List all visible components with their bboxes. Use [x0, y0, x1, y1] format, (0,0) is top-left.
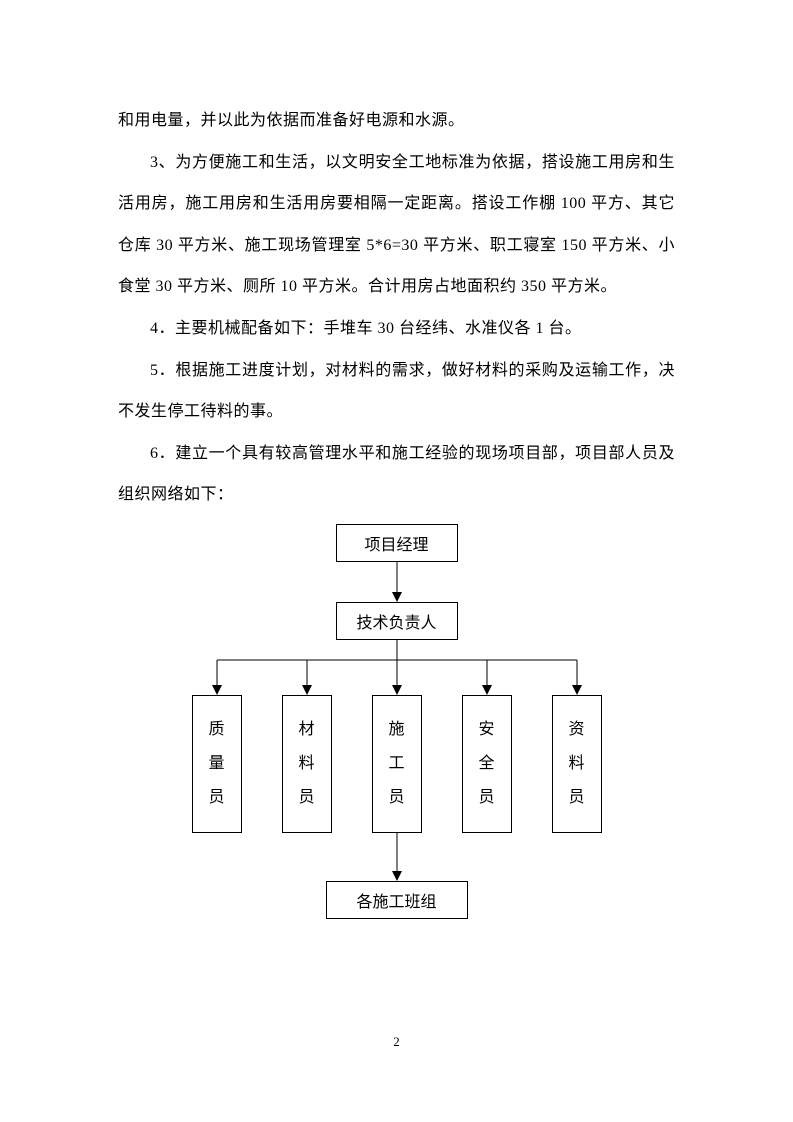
arrow-down-icon — [387, 562, 407, 602]
char: 资 — [568, 722, 584, 738]
char: 员 — [478, 790, 494, 806]
char: 员 — [298, 790, 314, 806]
node-tech-lead: 技术负责人 — [336, 602, 458, 640]
node-quality: 质 量 员 — [192, 695, 242, 833]
node-label: 项目经理 — [364, 531, 428, 555]
char: 员 — [388, 790, 404, 806]
char: 料 — [298, 756, 314, 772]
node-document: 资 料 员 — [552, 695, 602, 833]
char: 员 — [208, 790, 224, 806]
node-teams: 各施工班组 — [326, 881, 468, 919]
branch-connector — [192, 640, 602, 695]
char: 料 — [568, 756, 584, 772]
org-flowchart: 项目经理 技术负责人 质 — [118, 524, 675, 919]
paragraph-2: 3、为方便施工和生活，以文明安全工地标准为依据，搭设施工用房和生活用房，施工用房… — [118, 142, 675, 308]
node-label: 技术负责人 — [356, 609, 436, 633]
node-project-manager: 项目经理 — [336, 524, 458, 562]
paragraph-4: 5．根据施工进度计划，对材料的需求，做好材料的采购及运输工作，决不发生停工待料的… — [118, 350, 675, 433]
char: 材 — [298, 722, 314, 738]
arrow-down-icon — [387, 833, 407, 881]
level3-row: 质 量 员 材 料 员 施 工 员 安 全 员 资 料 员 — [192, 695, 602, 833]
char: 施 — [388, 722, 404, 738]
node-safety: 安 全 员 — [462, 695, 512, 833]
char: 安 — [478, 722, 494, 738]
paragraph-3: 4．主要机械配备如下：手堆车 30 台经纬、水准仪各 1 台。 — [118, 308, 675, 350]
char: 质 — [208, 722, 224, 738]
char: 工 — [388, 756, 404, 772]
char: 量 — [208, 756, 224, 772]
char: 员 — [568, 790, 584, 806]
char: 全 — [478, 756, 494, 772]
node-label: 各施工班组 — [356, 888, 436, 912]
page-number: 2 — [0, 1034, 793, 1050]
paragraph-5: 6．建立一个具有较高管理水平和施工经验的现场项目部，项目部人员及组织网络如下： — [118, 433, 675, 516]
page-content: 和用电量，并以此为依据而准备好电源和水源。 3、为方便施工和生活，以文明安全工地… — [0, 0, 793, 919]
paragraph-1: 和用电量，并以此为依据而准备好电源和水源。 — [118, 100, 675, 142]
node-construction: 施 工 员 — [372, 695, 422, 833]
node-material: 材 料 员 — [282, 695, 332, 833]
